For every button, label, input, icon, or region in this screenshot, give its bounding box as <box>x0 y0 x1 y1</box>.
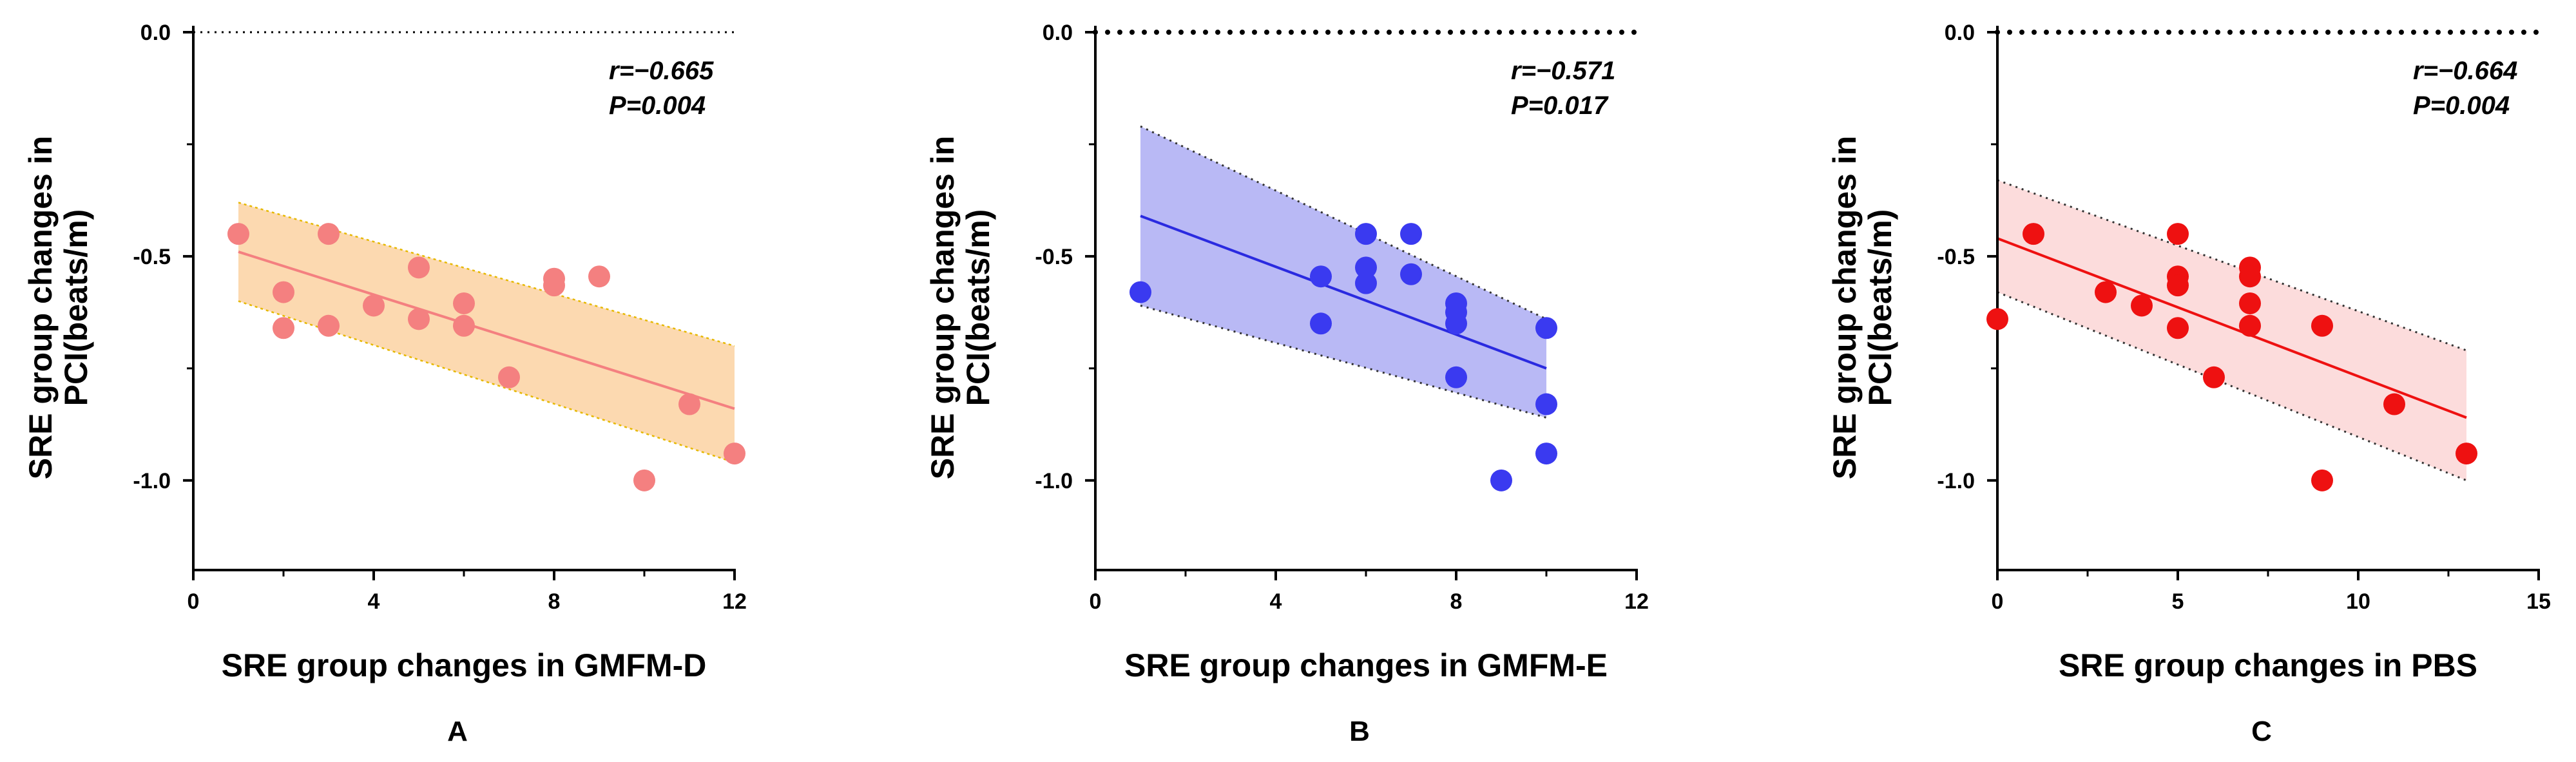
data-point <box>633 469 655 491</box>
data-point <box>1535 393 1557 415</box>
data-point <box>2131 294 2153 317</box>
panel-a: 0 4 8 12 0.0 -0.5 -1.0 r=−0.665 P=0.004 SRE gr… <box>23 21 747 747</box>
data-point <box>588 265 610 288</box>
y-tick-label: 0.0 <box>1945 21 1975 45</box>
y-tick-label: -0.5 <box>133 245 171 269</box>
p-value-label: P=0.004 <box>609 91 706 120</box>
y-tick-label: 0.0 <box>140 21 171 45</box>
x-tick-label: 12 <box>722 589 747 614</box>
band-upper-edge <box>1140 125 1547 320</box>
data-point <box>1129 281 1151 303</box>
y-axis-label-line-2: PCI(beats/m) <box>1862 209 1898 406</box>
y-tick-label: -0.5 <box>1035 245 1073 269</box>
data-point <box>2239 314 2261 337</box>
p-value-label: P=0.004 <box>2413 91 2510 120</box>
y-axis-label-line-1: SRE group changes in <box>1827 136 1863 479</box>
regression-line <box>1140 214 1547 370</box>
data-point <box>1400 223 1422 245</box>
y-tick-label: -1.0 <box>1035 469 1073 493</box>
correlation-r-label: r=−0.665 <box>609 57 714 85</box>
data-point <box>1310 312 1332 335</box>
data-point <box>2167 223 2189 245</box>
data-point <box>2095 281 2117 303</box>
x-tick-label: 8 <box>1450 589 1463 614</box>
data-point <box>2311 469 2333 491</box>
data-point <box>408 308 430 330</box>
data-point <box>2456 443 2477 465</box>
data-point <box>1535 317 1557 339</box>
data-point <box>2383 393 2405 415</box>
correlation-r-label: r=−0.664 <box>2413 57 2517 85</box>
confidence-band <box>1140 126 1546 418</box>
data-point <box>318 314 340 337</box>
panel-b: 0 4 8 12 0.0 -0.5 -1.0 r=−0.571 P=0.017 SRE gr… <box>925 21 1649 747</box>
data-point <box>543 274 565 297</box>
x-tick-label: 0 <box>187 589 200 614</box>
data-point <box>318 223 340 245</box>
confidence-band <box>238 202 735 462</box>
data-point <box>1445 312 1467 335</box>
data-point <box>1310 265 1332 288</box>
data-point <box>2167 317 2189 339</box>
data-point <box>1400 263 1422 285</box>
x-axis-label: SRE group changes in PBS <box>2059 647 2477 683</box>
data-point <box>1355 223 1377 245</box>
x-tick-label: 15 <box>2526 589 2551 614</box>
data-point <box>453 314 475 337</box>
data-point <box>1490 469 1512 491</box>
x-axis-label: SRE group changes in GMFM-E <box>1124 647 1608 683</box>
regression-line <box>238 251 735 410</box>
data-point <box>2239 292 2261 314</box>
data-point <box>2203 366 2225 388</box>
data-point <box>1355 256 1377 279</box>
y-axis-label-line-2: PCI(beats/m) <box>58 209 94 406</box>
data-point <box>2311 314 2333 337</box>
y-axis-label-line-1: SRE group changes in <box>925 136 961 479</box>
panel-c: 0 5 10 15 0.0 -0.5 -1.0 r=−0.664 P=0.004 SRE g… <box>1827 21 2551 747</box>
x-axis-label: SRE group changes in GMFM-D <box>222 647 707 683</box>
y-tick-label: 0.0 <box>1043 21 1073 45</box>
panel-label: B <box>1349 716 1370 747</box>
data-point <box>273 281 294 303</box>
data-point <box>498 366 520 388</box>
x-tick-label: 0 <box>1090 589 1102 614</box>
p-value-label: P=0.017 <box>1511 91 1609 120</box>
y-tick-label: -1.0 <box>133 469 171 493</box>
data-point <box>2023 223 2044 245</box>
data-point <box>1535 443 1557 465</box>
data-point <box>724 443 745 465</box>
data-point <box>1355 272 1377 294</box>
data-point <box>453 292 475 314</box>
correlation-r-label: r=−0.571 <box>1511 57 1615 85</box>
y-axis-label-line-1: SRE group changes in <box>23 136 59 479</box>
data-point <box>1445 366 1467 388</box>
data-point <box>1986 308 2008 330</box>
x-tick-label: 4 <box>1270 589 1282 614</box>
x-tick-label: 0 <box>1992 589 2004 614</box>
data-point <box>227 223 249 245</box>
y-axis-label-line-2: PCI(beats/m) <box>960 209 996 406</box>
x-tick-label: 8 <box>548 589 561 614</box>
data-point <box>273 317 294 339</box>
band-lower-edge <box>1997 291 2467 482</box>
y-tick-label: -1.0 <box>1937 469 1975 493</box>
panel-label: A <box>447 716 468 747</box>
y-tick-label: -0.5 <box>1937 245 1975 269</box>
data-point <box>2167 274 2189 297</box>
x-tick-label: 4 <box>368 589 380 614</box>
x-tick-label: 5 <box>2172 589 2184 614</box>
x-tick-label: 12 <box>1624 589 1649 614</box>
confidence-band <box>1997 180 2466 481</box>
data-point <box>678 393 700 415</box>
data-point <box>2239 265 2261 288</box>
data-point <box>408 256 430 279</box>
band-upper-edge <box>238 202 735 347</box>
data-point <box>363 294 385 317</box>
regression-line <box>1997 237 2467 419</box>
x-tick-label: 10 <box>2346 589 2370 614</box>
panel-label: C <box>2251 716 2272 747</box>
